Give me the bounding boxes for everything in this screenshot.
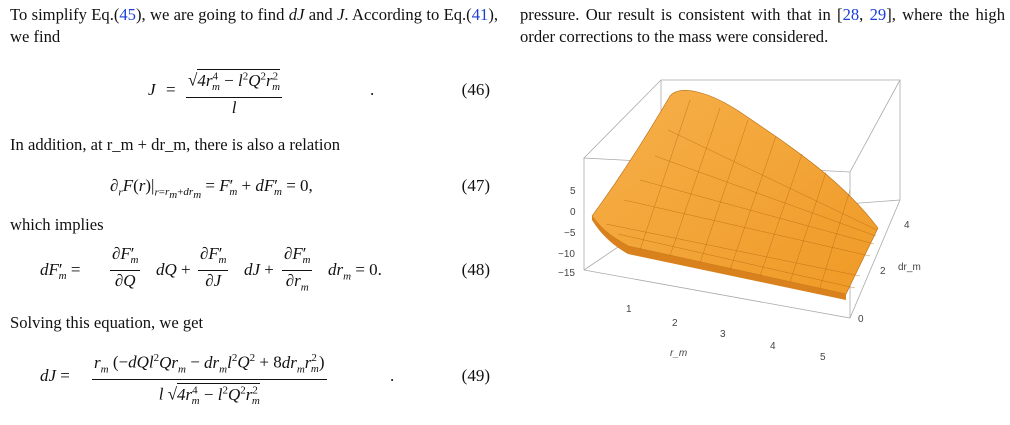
surface-mesh: [591, 90, 879, 300]
eq49-number: (49): [461, 366, 490, 385]
cite-28[interactable]: 28: [842, 5, 860, 24]
equation-46: J = √4r4m − l2Q2r2m l . (46): [10, 66, 498, 122]
eq46-number: (46): [461, 80, 490, 99]
paragraph-implies: which implies: [10, 215, 104, 234]
eq-ref-45[interactable]: 45: [119, 5, 136, 24]
y-tick: 2: [880, 266, 886, 277]
right-paragraph: pressure. Our result is consistent with …: [520, 5, 1005, 46]
y-tick: 0: [858, 314, 864, 325]
y-tick: 4: [904, 220, 910, 231]
eq47-number: (47): [461, 176, 490, 195]
z-tick: −5: [564, 228, 576, 239]
x-tick: 1: [626, 304, 632, 315]
cite-29[interactable]: 29: [869, 5, 887, 24]
eq-ref-41[interactable]: 41: [471, 5, 489, 24]
z-tick: 0: [570, 207, 576, 218]
x-tick: 3: [720, 329, 726, 340]
z-tick: −15: [558, 268, 575, 279]
x-tick: 4: [770, 341, 776, 352]
paragraph-relation: In addition, at r_m + dr_m, there is als…: [10, 135, 341, 154]
y-axis: 0 2 4 dr_m: [858, 220, 921, 325]
equation-48: dF′m = ∂F′m ∂Q dQ + ∂F′m ∂J dJ + ∂F′m ∂rm d…: [40, 244, 490, 294]
surface-plot: 5 0 −5 −10 −15 1 2 3 4 5 r_m 0 2 4 dr_m: [558, 79, 921, 363]
x-tick: 2: [672, 318, 678, 329]
z-axis: 5 0 −5 −10 −15: [558, 186, 576, 279]
paragraph-solving: Solving this equation, we get: [10, 313, 204, 332]
y-axis-label: dr_m: [898, 262, 921, 273]
x-axis: 1 2 3 4 5 r_m: [626, 304, 826, 363]
x-axis-label: r_m: [670, 348, 687, 359]
equation-47: ∂rF(r)|r=rm+drm = F′m + dF′m = 0, (47): [110, 176, 490, 202]
z-tick: 5: [570, 186, 576, 197]
z-tick: −10: [558, 249, 575, 260]
eq48-number: (48): [461, 260, 490, 279]
intro-paragraph: To simplify Eq.(45), we are going to fin…: [10, 5, 498, 46]
x-tick: 5: [820, 352, 826, 363]
equation-49: dJ = rm (−dQl2Qrm − drml2Q2 + 8drmr2m) l…: [10, 348, 498, 408]
